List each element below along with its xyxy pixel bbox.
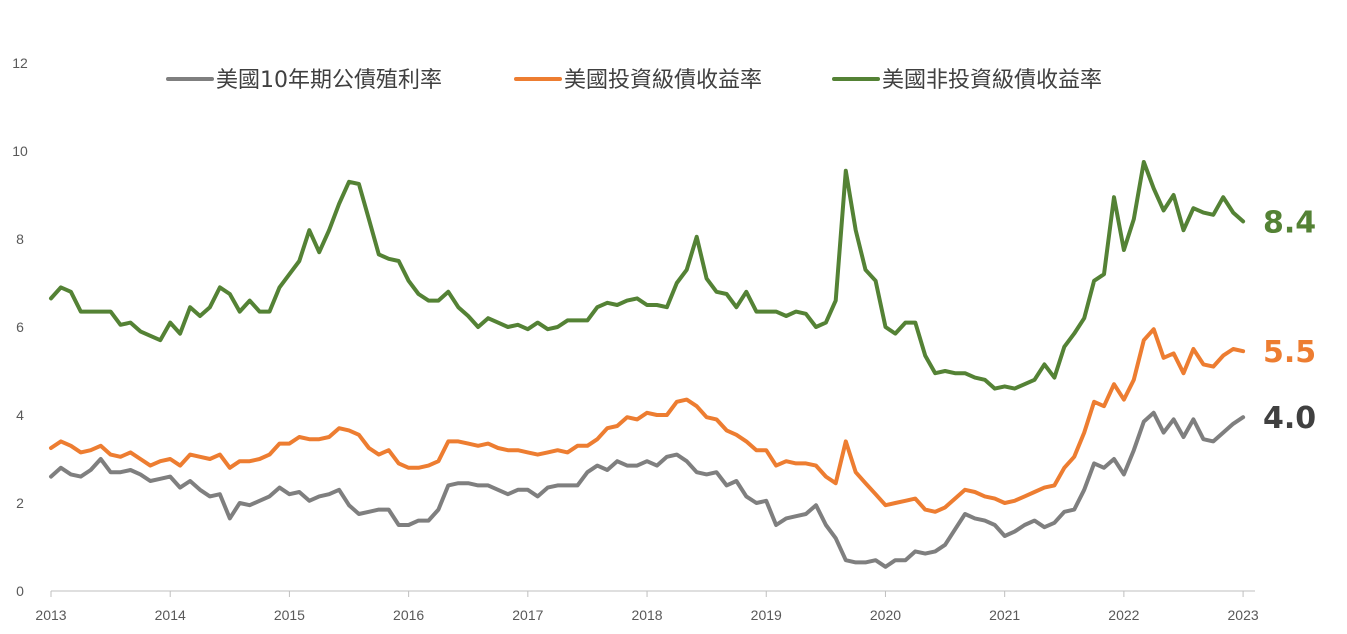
legend: 美國10年期公債殖利率 美國投資級債收益率 美國非投資級債收益率 (166, 68, 1102, 93)
end-label-1: 5.5 (1263, 335, 1316, 370)
series-line-0 (49, 410, 1246, 569)
y-tick-label: 10 (12, 143, 28, 159)
x-tick-label: 2013 (35, 607, 66, 623)
x-tick-label: 2015 (274, 607, 305, 623)
series-line-1 (49, 327, 1246, 514)
legend-label-2: 美國非投資級債收益率 (882, 68, 1102, 93)
x-tick-label: 2014 (155, 607, 186, 623)
series-line-2 (49, 160, 1246, 391)
x-tick-label: 2017 (512, 607, 543, 623)
y-tick-label: 0 (16, 583, 24, 599)
end-label-2: 8.4 (1263, 205, 1316, 240)
y-tick-label: 8 (16, 231, 24, 247)
x-tick-label: 2016 (393, 607, 424, 623)
x-tick-label: 2020 (870, 607, 901, 623)
series-end-labels: 4.0 5.5 8.4 (1263, 205, 1316, 436)
y-tick-label: 2 (16, 495, 24, 511)
x-tick-label: 2021 (989, 607, 1020, 623)
x-tick-label: 2018 (631, 607, 662, 623)
y-tick-label: 6 (16, 319, 24, 335)
legend-label-0: 美國10年期公債殖利率 (216, 68, 442, 93)
series-lines (49, 160, 1246, 569)
legend-label-1: 美國投資級債收益率 (564, 68, 762, 93)
x-tick-label: 2019 (751, 607, 782, 623)
x-axis: 2013 2014 2015 2016 2017 2018 2019 2020 2021 2022… (35, 590, 1259, 623)
y-tick-label: 12 (12, 55, 28, 71)
x-tick-label: 2022 (1108, 607, 1139, 623)
x-tick-label: 2023 (1228, 607, 1259, 623)
y-tick-label: 4 (16, 407, 24, 423)
y-axis-tick-labels: 0 2 4 6 8 10 12 (12, 55, 28, 599)
end-label-0: 4.0 (1263, 401, 1316, 436)
